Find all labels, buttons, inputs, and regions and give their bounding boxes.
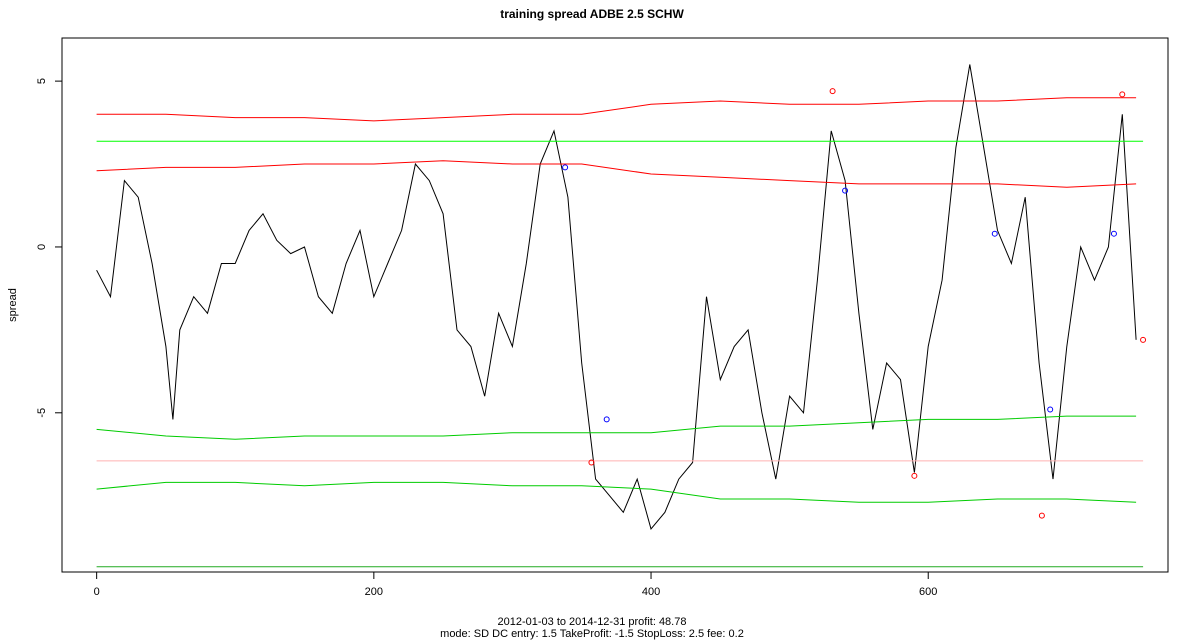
trade-marker	[588, 459, 595, 466]
trade-marker	[1110, 230, 1117, 237]
series-line	[96, 64, 1137, 530]
series-line	[96, 481, 1137, 503]
trade-marker	[1140, 336, 1147, 343]
x-tick-label: 0	[94, 586, 100, 598]
x-tick-label: 200	[365, 586, 383, 598]
y-tick-label: 0	[36, 244, 48, 250]
trade-marker	[562, 164, 569, 171]
y-axis-label: spread	[7, 288, 19, 322]
plot-frame	[61, 37, 1169, 573]
trade-marker	[1038, 512, 1045, 519]
series-line	[96, 160, 1137, 188]
chart-title: training spread ADBE 2.5 SCHW	[500, 7, 684, 21]
trade-marker	[842, 187, 849, 194]
series-line	[96, 97, 1137, 122]
subtitle: mode: SD DC entry: 1.5 TakeProfit: -1.5 …	[440, 628, 744, 640]
subtitle: 2012-01-03 to 2014-12-31 profit: 48.78	[498, 616, 687, 628]
series-line	[96, 415, 1137, 440]
trade-marker	[991, 230, 998, 237]
y-tick-label: -5	[36, 408, 48, 418]
x-tick-label: 600	[919, 586, 937, 598]
trade-marker	[1119, 91, 1126, 98]
x-tick-label: 400	[642, 586, 660, 598]
trade-marker	[829, 88, 836, 95]
trade-marker	[603, 416, 610, 423]
trade-marker	[1047, 406, 1054, 413]
y-tick-label: 5	[36, 78, 48, 84]
trade-marker	[911, 472, 918, 479]
